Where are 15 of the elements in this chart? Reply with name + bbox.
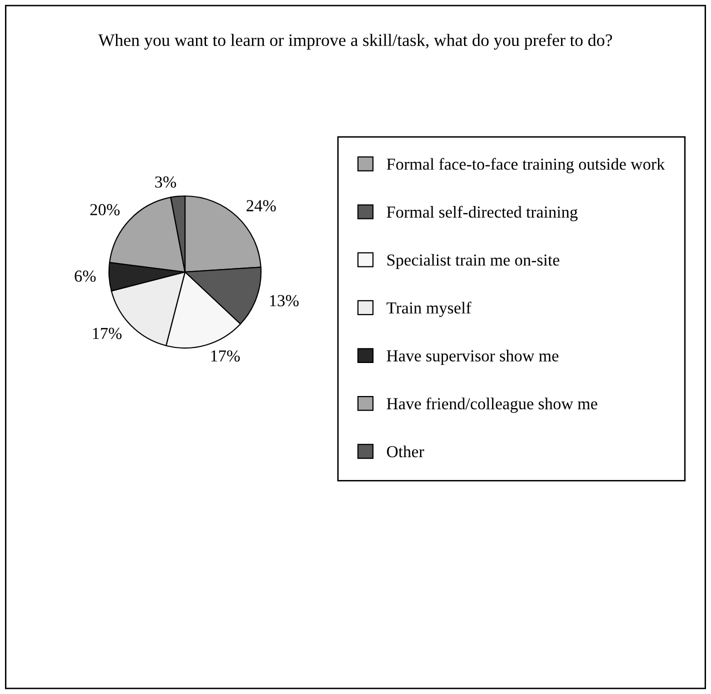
data-label: 17%	[211, 350, 240, 362]
legend-label: Formal face-to-face training outside work	[386, 158, 665, 174]
data-label: 24%	[246, 200, 276, 212]
legend-label: Have friend/colleague show me	[386, 397, 598, 413]
data-label: 13%	[270, 295, 299, 306]
data-label: 6%	[74, 270, 96, 282]
legend-label: Formal self-directed training	[386, 206, 578, 222]
legend-label: Specialist train me on-site	[387, 254, 560, 270]
data-label: 20%	[90, 204, 120, 216]
legend-label: Train myself	[386, 302, 472, 317]
chart-title: When you want to learn or improve a skill/task, what do you prefer to do?	[98, 34, 612, 50]
data-label: 3%	[155, 176, 176, 188]
legend-label: Other	[386, 446, 424, 458]
data-label: 17%	[93, 328, 122, 340]
legend-label: Have supervisor show me	[386, 350, 558, 365]
